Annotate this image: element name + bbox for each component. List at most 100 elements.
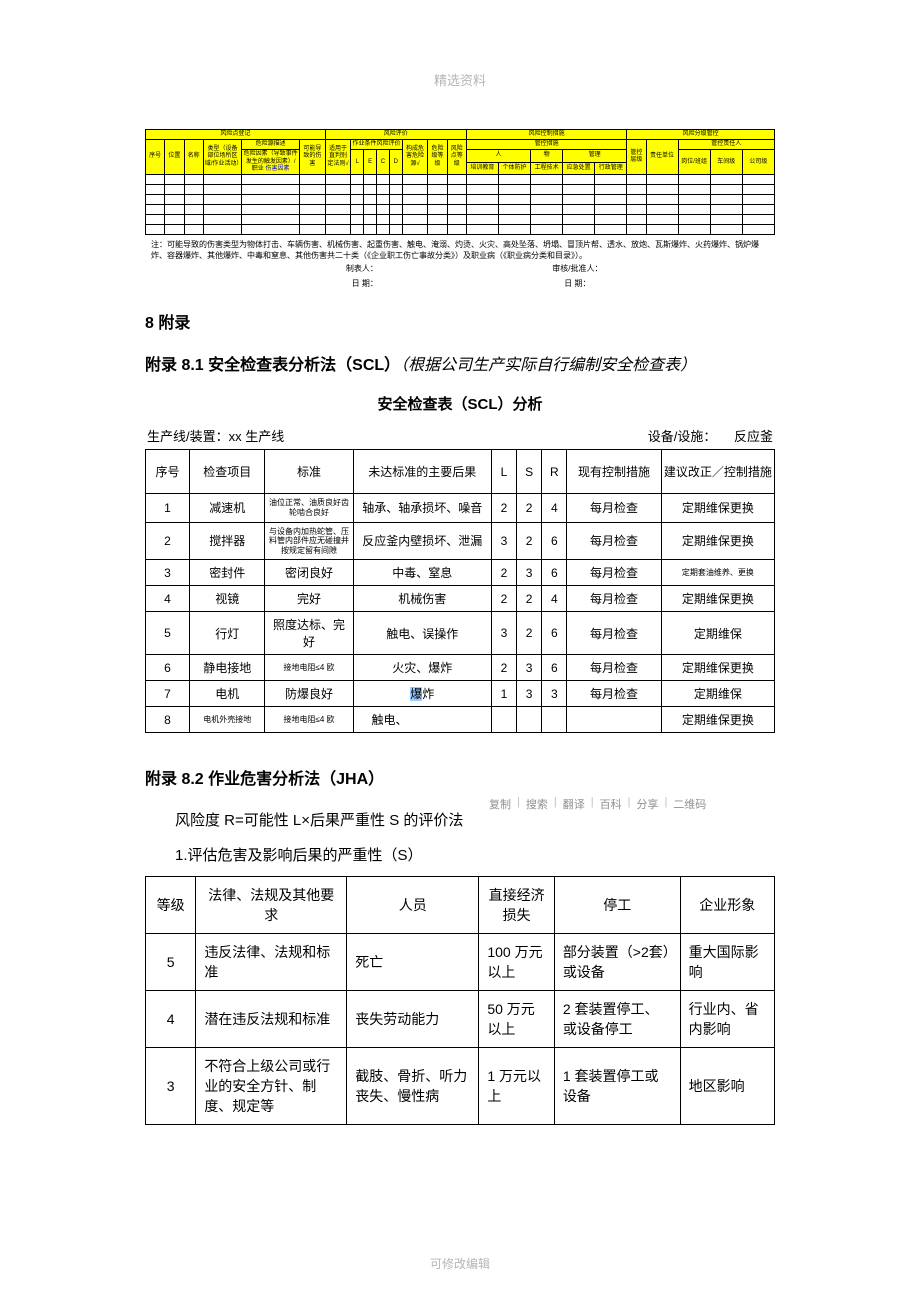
col-workshop: 车间级 — [710, 150, 742, 175]
top-group-3: 风险控制措施 — [466, 130, 626, 140]
sep-icon: | — [517, 796, 520, 812]
cell: 定期维保更换 — [661, 655, 774, 681]
action-translate[interactable]: 翻译 — [563, 796, 585, 812]
col-resp-person: 管控责任人 — [678, 140, 774, 150]
scl-meta-left: 生产线/装置：xx 生产线 — [147, 426, 284, 445]
col-name: 名称 — [184, 140, 203, 175]
sev-row: 5 违反法律、法规和标准 死亡 100 万元以上 部分装置（>2套）或设备 重大… — [146, 934, 775, 991]
table-row — [146, 214, 775, 224]
cell: 定期维保更换 — [661, 707, 774, 733]
col-hazard-sub: 危险因素（导致事件发生的触发因素）/职业 伤害因素 — [242, 150, 300, 175]
cell: 每月检查 — [567, 494, 661, 522]
cell: 3 — [542, 681, 567, 707]
cell: 100 万元以上 — [479, 934, 554, 991]
cell: 死亡 — [347, 934, 479, 991]
cell: 4 — [542, 586, 567, 612]
cell: 每月检查 — [567, 560, 661, 586]
action-qr[interactable]: 二维码 — [673, 796, 706, 812]
sig-row-2: 日 期： 日 期： — [145, 276, 775, 291]
risk-register-table-wrap: 风险点登记 风险评价 风险控制措施 风险分级管控 序号 位置 名称 类型（设备部… — [145, 129, 775, 291]
scl-row: 4 视镜 完好 机械伤害 2 2 4 每月检查 定期维保更换 — [146, 586, 775, 612]
cell: 1 万元以上 — [479, 1048, 554, 1125]
cell: 接地电阻≤4 欧 — [265, 707, 353, 733]
action-baike[interactable]: 百科 — [600, 796, 622, 812]
cell: 3 — [517, 560, 542, 586]
hazard-sub-link[interactable]: 伤害因素 — [265, 166, 289, 172]
scl-row: 7 电机 防爆良好 爆炸 1 3 3 每月检查 定期维保 — [146, 681, 775, 707]
cell: 6 — [146, 655, 190, 681]
cell: 3 — [517, 681, 542, 707]
cell: 地区影响 — [680, 1048, 774, 1125]
scl-meta-right-label: 设备/设施： — [648, 429, 717, 444]
highlighted-text[interactable]: 爆 — [410, 687, 422, 701]
col-L: L — [351, 150, 364, 175]
cell: 3 — [146, 560, 190, 586]
cell: 重大国际影响 — [680, 934, 774, 991]
col-company: 公司级 — [742, 150, 774, 175]
col-thing: 物 — [531, 150, 563, 162]
scl-col-2: 标准 — [265, 450, 353, 494]
cell: 触电、误操作 — [353, 612, 491, 655]
cell — [542, 707, 567, 733]
cell: 2 套装置停工、或设备停工 — [554, 991, 680, 1048]
col-mgmt: 管理 — [563, 150, 627, 162]
sev-col-2: 人员 — [347, 877, 479, 934]
appendix82-bold: JHA — [336, 771, 368, 788]
maker-label: 制表人： — [151, 263, 386, 274]
cell: 密闭良好 — [265, 560, 353, 586]
date-left: 日 期： — [151, 278, 386, 289]
cell: 静电接地 — [190, 655, 265, 681]
cell: 丧失劳动能力 — [347, 991, 479, 1048]
cell: 7 — [146, 681, 190, 707]
top-group-4: 风险分级管控 — [627, 130, 775, 140]
scl-table: 序号 检查项目 标准 未达标准的主要后果 L S R 现有控制措施 建议改正／控… — [145, 449, 775, 733]
cell: 减速机 — [190, 494, 265, 522]
cell: 4 — [146, 586, 190, 612]
table-row — [146, 194, 775, 204]
cell-suffix: 炸 — [422, 687, 434, 701]
cell: 定期套油维养、更换 — [661, 560, 774, 586]
cell: 行业内、省内影响 — [680, 991, 774, 1048]
col-resp-unit: 责任单位 — [646, 140, 678, 175]
severity-table: 等级 法律、法规及其他要求 人员 直接经济损失 停工 企业形象 5 违反法律、法… — [145, 876, 775, 1125]
cell: 2 — [491, 560, 516, 586]
cell: 50 万元以上 — [479, 991, 554, 1048]
action-search[interactable]: 搜索 — [526, 796, 548, 812]
scl-title: 安全检查表（SCL）分析 — [145, 393, 775, 414]
cell: 电机 — [190, 681, 265, 707]
appendix-scl: SCL — [352, 357, 384, 374]
action-copy[interactable]: 复制 — [489, 796, 511, 812]
cell: 每月检查 — [567, 522, 661, 560]
sev-col-3: 直接经济损失 — [479, 877, 554, 934]
action-share[interactable]: 分享 — [636, 796, 658, 812]
cell: 2 — [517, 612, 542, 655]
cell: 搅拌器 — [190, 522, 265, 560]
col-plevel: 风险点等级 — [447, 140, 466, 175]
cell: 行灯 — [190, 612, 265, 655]
cell: 触电、 — [353, 707, 491, 733]
cell: 违反法律、法规和标准 — [196, 934, 347, 991]
selection-action-bar[interactable]: 复制| 搜索| 翻译| 百科| 分享| 二维码 — [485, 794, 710, 814]
cell: 每月检查 — [567, 655, 661, 681]
cell — [517, 707, 542, 733]
scl-row: 5 行灯 照度达标、完好 触电、误操作 3 2 6 每月检查 定期维保 — [146, 612, 775, 655]
col-ppe: 个体防护 — [498, 162, 530, 174]
cell: 6 — [542, 655, 567, 681]
cell: 3 — [146, 1048, 196, 1125]
cell: 5 — [146, 612, 190, 655]
cell: 完好 — [265, 586, 353, 612]
sev-row: 3 不符合上级公司或行业的安全方针、制度、规定等 截肢、骨折、听力丧失、慢性病 … — [146, 1048, 775, 1125]
col-E: E — [364, 150, 377, 175]
cell: 轴承、轴承损坏、噪音 — [353, 494, 491, 522]
cell: 电机外壳接地 — [190, 707, 265, 733]
table-row — [146, 204, 775, 214]
cell: 防爆良好 — [265, 681, 353, 707]
cell: 2 — [491, 586, 516, 612]
cell: 反应釜内壁损坏、泄漏 — [353, 522, 491, 560]
col-admin: 行政管理 — [595, 162, 627, 174]
cell: 定期维保 — [661, 681, 774, 707]
sev-row: 4 潜在违反法规和标准 丧失劳动能力 50 万元以上 2 套装置停工、或设备停工… — [146, 991, 775, 1048]
page-header: 精选资料 — [145, 70, 775, 89]
cell: 4 — [542, 494, 567, 522]
date-right: 日 期： — [386, 278, 769, 289]
